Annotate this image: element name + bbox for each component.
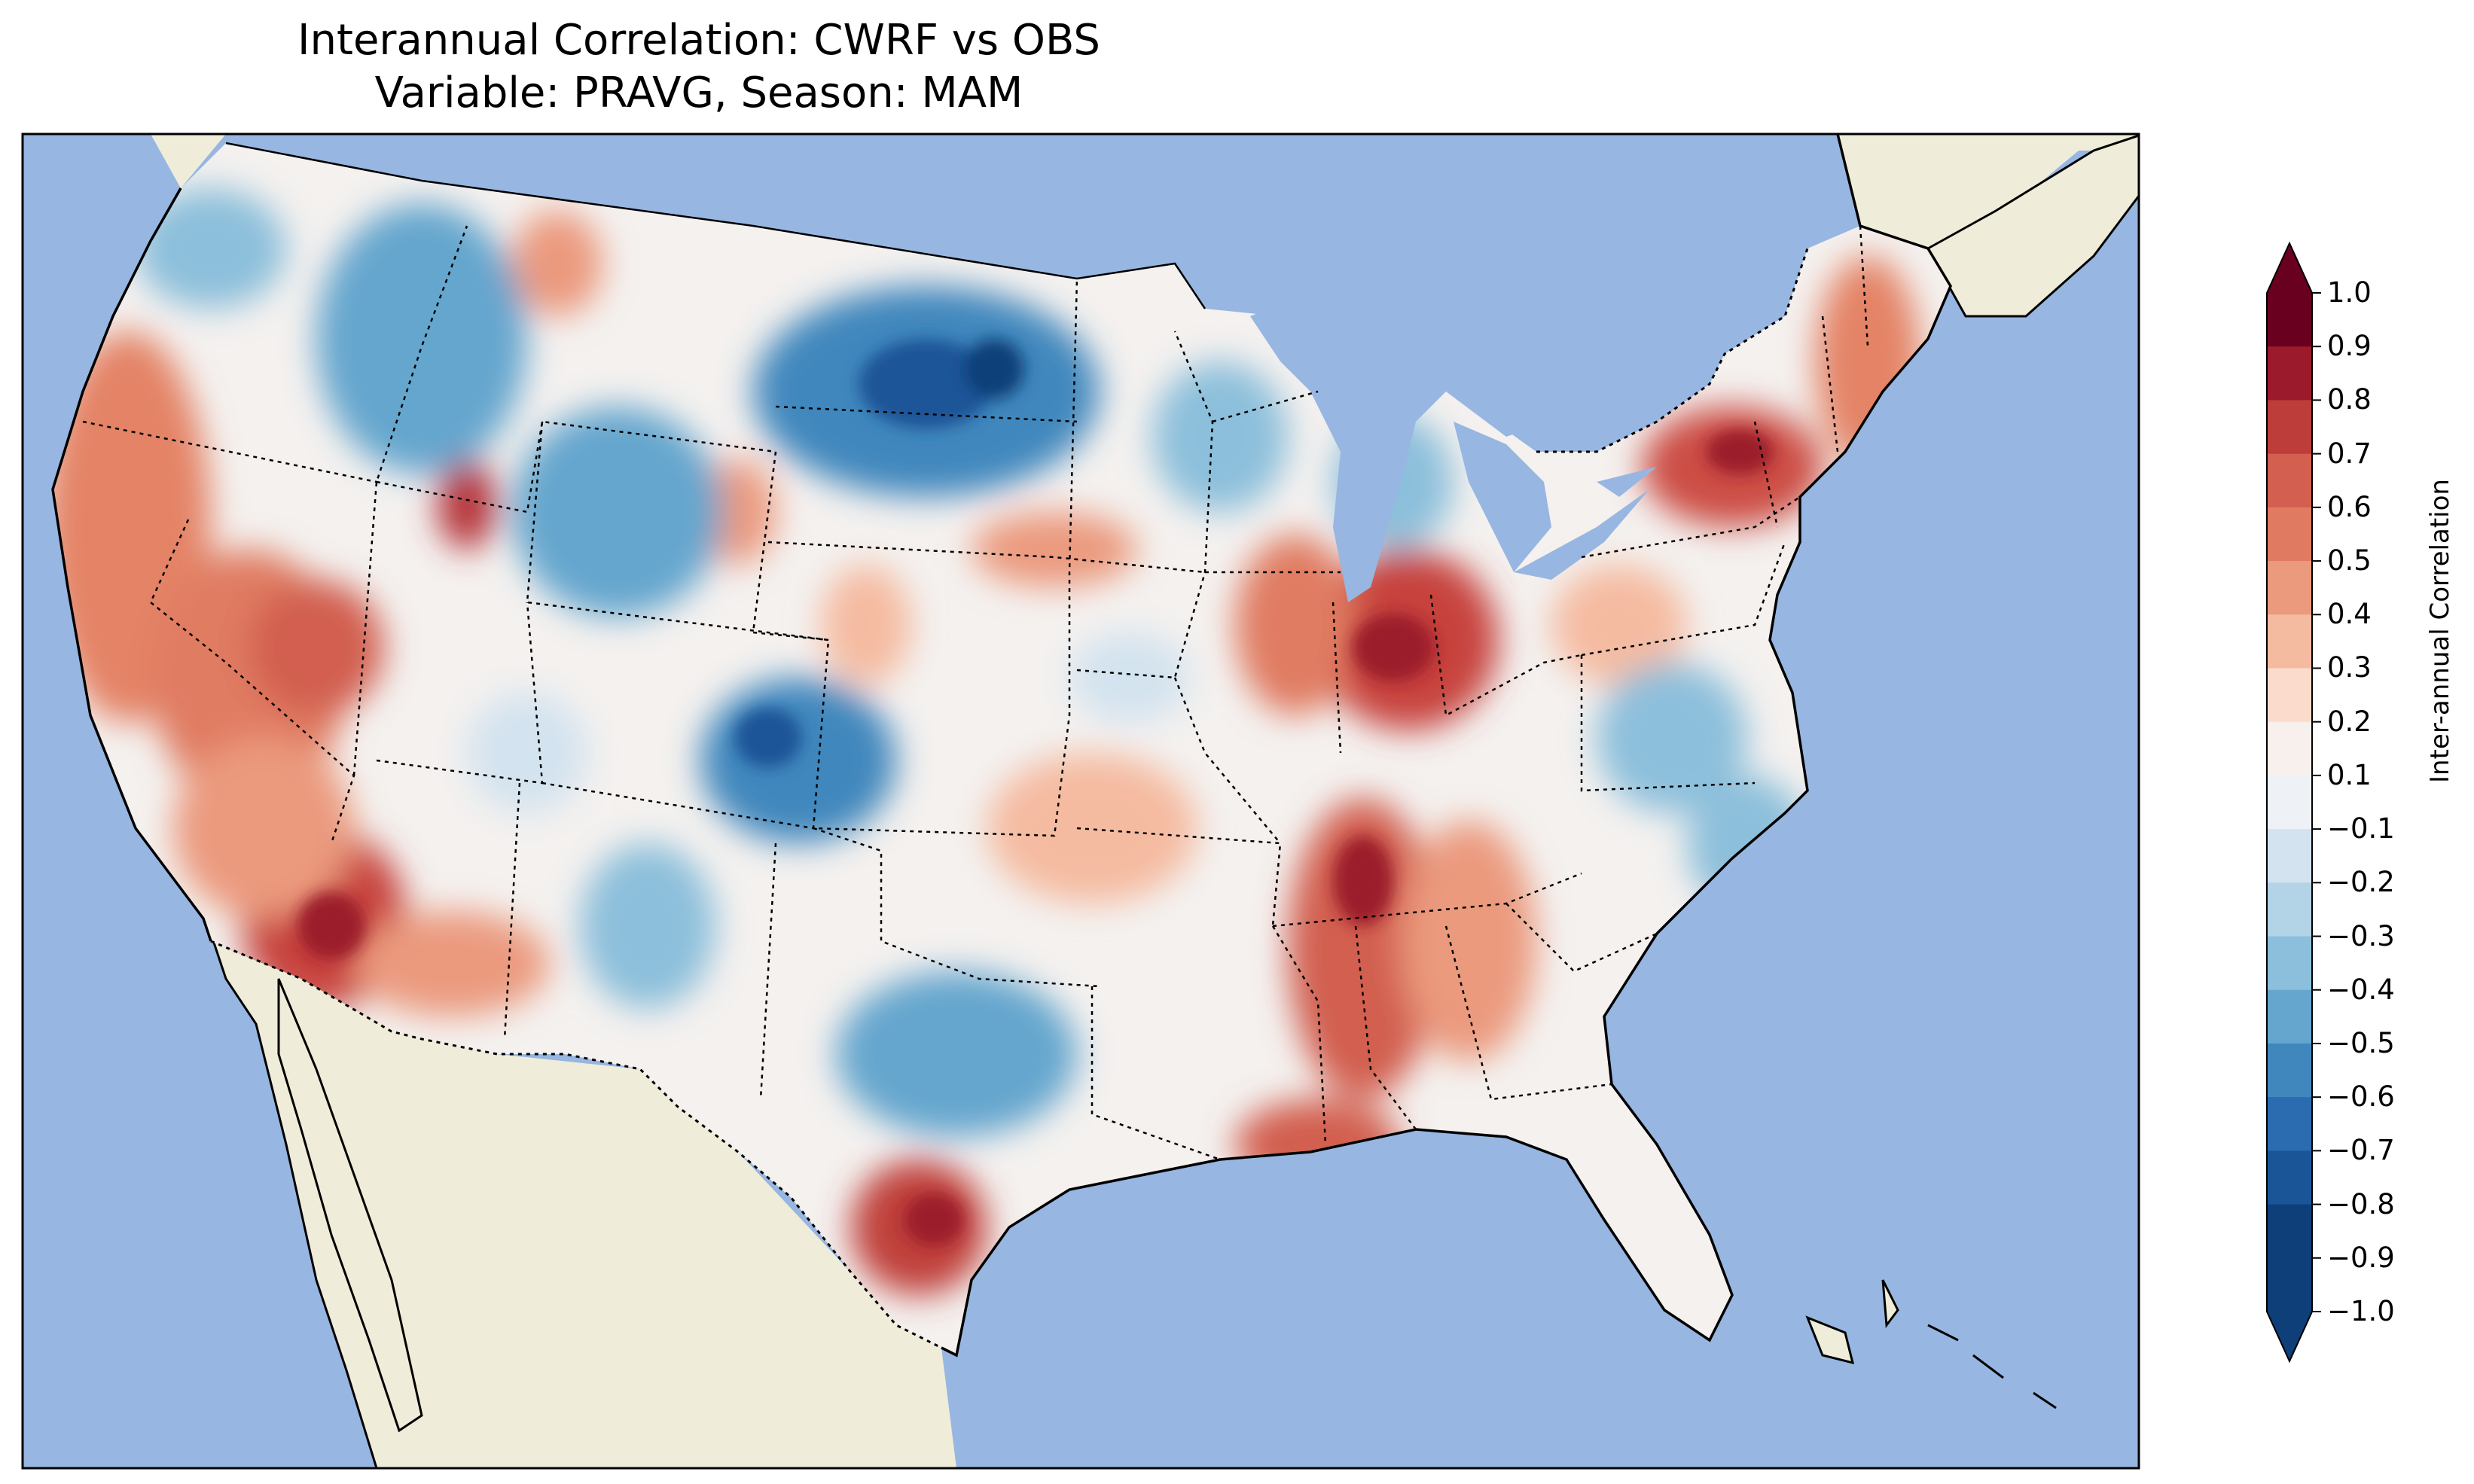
colorbar-band [2267, 721, 2312, 776]
canada-land [151, 134, 2139, 248]
state-borders [82, 225, 1869, 1161]
colorbar-tick-label: −0.2 [2327, 866, 2395, 899]
colorbar-band [2267, 882, 2312, 937]
colorbar-band [2267, 561, 2312, 616]
colorbar-tick-label: 1.0 [2327, 276, 2372, 309]
map-title-line-2: Variable: PRAVG, Season: MAM [374, 69, 1023, 117]
us-canada-border [225, 142, 1206, 309]
colorbar-tick-label: −0.6 [2327, 1080, 2395, 1114]
colorbar-band [2267, 1150, 2312, 1205]
colorbar-tick-label: 0.5 [2327, 544, 2372, 577]
colorbar-extend-bottom [2267, 1312, 2312, 1361]
colorbar-tick-label: 0.9 [2327, 330, 2372, 363]
colorbar-title: Inter-annual Correlation [2425, 479, 2455, 783]
canada-east-land [1926, 134, 2139, 318]
colorbar-tick-label: 0.4 [2327, 598, 2372, 631]
us-mexico-border [210, 940, 942, 1349]
colorbar-tick-label: 0.7 [2327, 437, 2372, 470]
colorbar-band [2267, 1097, 2312, 1152]
colorbar-band [2267, 989, 2312, 1044]
colorbar-tick-label: −1.0 [2327, 1295, 2395, 1327]
mexico-coast-west [209, 933, 378, 1468]
colorbar-tick-label: 0.6 [2327, 490, 2372, 523]
colorbar-tick-label: −0.5 [2327, 1026, 2395, 1059]
map-frame [21, 133, 2140, 1470]
colorbar-band [2267, 507, 2312, 562]
colorbar-band [2267, 775, 2312, 830]
colorbar-band [2267, 1043, 2312, 1099]
colorbar-band [2267, 614, 2312, 669]
colorbar-extend-top [2267, 243, 2312, 293]
great-lakes [1250, 286, 1657, 602]
colorbar [2266, 241, 2321, 1364]
colorbar-tick-label: 0.2 [2327, 705, 2372, 738]
colorbar-tick-label: −0.7 [2327, 1134, 2395, 1167]
colorbar-band [2267, 829, 2312, 884]
caribbean-islands [1805, 1279, 2057, 1409]
colorbar-band [2267, 453, 2312, 508]
colorbar-tick-label: −0.9 [2327, 1241, 2395, 1274]
colorbar-tick-label: −0.3 [2327, 919, 2395, 952]
map-title-line-1: Interannual Correlation: CWRF vs OBS [297, 16, 1100, 65]
colorbar-tick-label: −0.1 [2327, 812, 2395, 846]
us-canada-border-east [1536, 248, 1809, 453]
colorbar-band [2267, 1204, 2312, 1259]
colorbar-band [2267, 936, 2312, 991]
colorbar-band [2267, 1257, 2312, 1312]
colorbar-tick-label: 0.1 [2327, 758, 2372, 791]
colorbar-tick-label: −0.4 [2327, 973, 2395, 1006]
colorbar-band [2267, 293, 2312, 348]
baja-peninsula [277, 978, 423, 1433]
colorbar-tick-label: 0.8 [2327, 383, 2372, 416]
colorbar-band [2267, 668, 2312, 723]
colorbar-band [2267, 400, 2312, 455]
colorbar-tick-label: −0.8 [2327, 1187, 2395, 1220]
colorbar-band [2267, 346, 2312, 401]
colorbar-tick-label: 0.3 [2327, 651, 2372, 684]
